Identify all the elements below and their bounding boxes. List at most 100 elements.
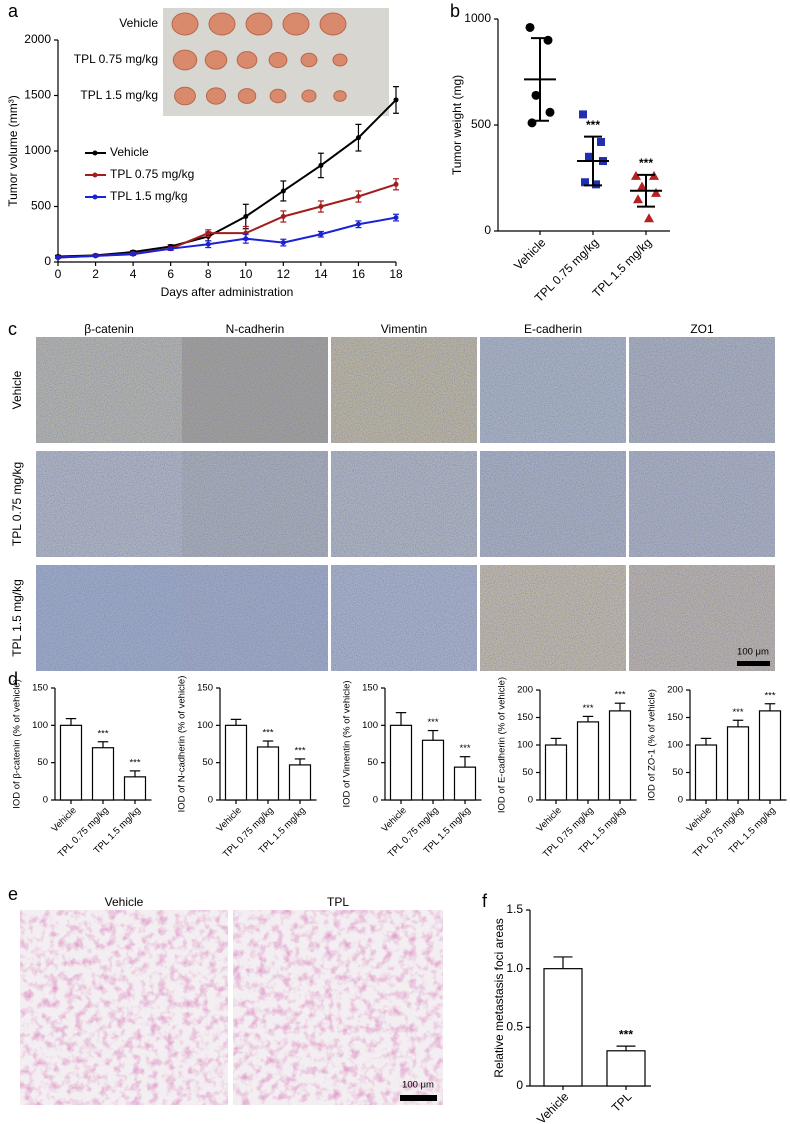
column-header: E-cadherin bbox=[524, 322, 582, 336]
bar bbox=[453, 766, 477, 801]
bar bbox=[123, 776, 147, 801]
point bbox=[597, 137, 605, 146]
bar bbox=[543, 968, 583, 1087]
series-line bbox=[57, 183, 397, 259]
row-label: TPL 0.75 mg/kg bbox=[10, 462, 24, 546]
point bbox=[527, 118, 537, 128]
ihc-texture bbox=[629, 451, 775, 557]
row-label: TPL 1.5 mg/kg bbox=[10, 579, 24, 657]
y-axis-label: IOD of E-cadherin (% of vehicle) bbox=[497, 677, 508, 813]
significance: *** bbox=[97, 728, 108, 739]
y-tick-label: 50 bbox=[367, 757, 378, 768]
significance: *** bbox=[294, 745, 305, 756]
point bbox=[393, 181, 399, 187]
series-line bbox=[57, 99, 397, 258]
point bbox=[243, 213, 249, 219]
scale-bar bbox=[737, 661, 770, 666]
y-tick-label: 150 bbox=[197, 683, 213, 694]
column-header: β-catenin bbox=[84, 322, 134, 336]
point bbox=[355, 135, 361, 141]
point bbox=[355, 194, 361, 200]
x-tick-label: 2 bbox=[92, 267, 99, 281]
tumor bbox=[174, 86, 196, 106]
panel-label: b bbox=[450, 1, 460, 21]
point bbox=[525, 22, 535, 32]
bar bbox=[576, 721, 600, 801]
x-tick-label: 18 bbox=[389, 267, 403, 281]
legend-label: TPL 1.5 mg/kg bbox=[110, 189, 188, 203]
y-tick-label: 0 bbox=[516, 1078, 523, 1092]
tumor bbox=[171, 12, 199, 36]
tumor bbox=[204, 50, 228, 70]
scale-bar bbox=[400, 1095, 437, 1101]
row-label: Vehicle bbox=[10, 370, 24, 409]
y-axis-label: IOD of Vimentin (% of vehicle) bbox=[342, 680, 353, 807]
y-tick-label: 1000 bbox=[464, 11, 491, 25]
point bbox=[318, 162, 324, 168]
ihc-texture bbox=[36, 337, 182, 443]
ihc-texture bbox=[331, 337, 477, 443]
x-axis-label: Days after administration bbox=[161, 285, 294, 299]
point bbox=[631, 170, 641, 180]
scale-bar-label: 100 μm bbox=[402, 1080, 434, 1091]
tumor bbox=[245, 12, 273, 36]
lung-texture bbox=[233, 910, 443, 1105]
point bbox=[531, 90, 541, 100]
point bbox=[355, 221, 361, 227]
y-axis-label: Relative metastasis foci areas bbox=[492, 918, 506, 1077]
y-tick-label: 0 bbox=[484, 223, 491, 237]
point bbox=[651, 187, 661, 197]
ihc-texture bbox=[331, 565, 477, 671]
point bbox=[592, 180, 600, 189]
y-axis-label: IOD of β-catenin (% of vehicle) bbox=[12, 679, 23, 809]
legend-marker bbox=[92, 172, 98, 178]
point bbox=[318, 231, 324, 237]
y-axis-label: Tumor weight (mg) bbox=[450, 75, 464, 175]
y-tick-label: 0 bbox=[43, 795, 48, 806]
point bbox=[205, 241, 211, 247]
ihc-texture bbox=[480, 337, 626, 443]
significance: *** bbox=[262, 728, 273, 739]
point bbox=[280, 240, 286, 246]
x-tick-label: 10 bbox=[239, 267, 253, 281]
y-axis-label: IOD of ZO-1 (% of vehicle) bbox=[647, 689, 658, 801]
y-tick-label: 1.0 bbox=[506, 961, 523, 975]
y-tick-label: 150 bbox=[517, 712, 533, 723]
ihc-texture bbox=[629, 565, 775, 671]
bar bbox=[256, 746, 280, 801]
y-tick-label: 2000 bbox=[24, 32, 51, 46]
y-tick-label: 150 bbox=[32, 683, 48, 694]
y-tick-label: 100 bbox=[362, 720, 378, 731]
y-tick-label: 0.5 bbox=[506, 1020, 523, 1034]
x-tick-label: Vehicle bbox=[684, 805, 713, 834]
y-tick-label: 500 bbox=[31, 199, 51, 213]
y-tick-label: 200 bbox=[517, 685, 533, 696]
x-tick-label: Vehicle bbox=[49, 805, 78, 834]
ihc-texture bbox=[182, 565, 328, 671]
y-tick-label: 50 bbox=[37, 757, 48, 768]
bar bbox=[606, 1050, 646, 1087]
ihc-texture bbox=[629, 337, 775, 443]
point bbox=[55, 255, 61, 261]
x-tick-label: Vehicle bbox=[534, 1089, 571, 1124]
tumor bbox=[319, 12, 347, 36]
column-header: TPL bbox=[327, 895, 349, 909]
x-tick-label: Vehicle bbox=[534, 805, 563, 834]
panel-label: f bbox=[482, 891, 488, 911]
point bbox=[644, 213, 654, 223]
column-header: N-cadherin bbox=[226, 322, 285, 336]
point bbox=[280, 213, 286, 219]
point bbox=[633, 194, 643, 204]
y-axis-label: Tumor volume (mm³) bbox=[6, 95, 20, 207]
y-tick-label: 100 bbox=[667, 740, 683, 751]
ihc-texture bbox=[331, 451, 477, 557]
y-tick-label: 50 bbox=[202, 757, 213, 768]
point bbox=[130, 251, 136, 257]
y-tick-label: 100 bbox=[197, 720, 213, 731]
y-tick-label: 100 bbox=[32, 720, 48, 731]
x-tick-label: 12 bbox=[277, 267, 291, 281]
tumor bbox=[205, 87, 227, 105]
inset-label: TPL 0.75 mg/kg bbox=[74, 52, 158, 66]
tumor bbox=[333, 90, 347, 102]
inset-label: TPL 1.5 mg/kg bbox=[80, 88, 158, 102]
